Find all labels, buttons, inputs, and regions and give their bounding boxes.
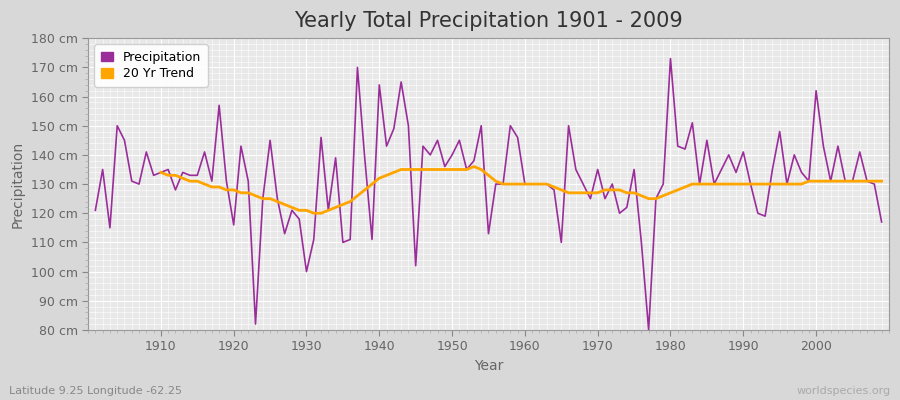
20 Yr Trend	[541, 182, 552, 186]
20 Yr Trend	[832, 179, 843, 184]
Precipitation	[309, 237, 320, 242]
Line: Precipitation: Precipitation	[95, 59, 882, 330]
Precipitation	[644, 328, 654, 332]
Precipitation	[90, 208, 101, 213]
Precipitation	[148, 173, 159, 178]
20 Yr Trend	[156, 170, 166, 175]
Legend: Precipitation, 20 Yr Trend: Precipitation, 20 Yr Trend	[94, 44, 208, 87]
20 Yr Trend	[854, 179, 865, 184]
20 Yr Trend	[469, 164, 480, 169]
Text: Latitude 9.25 Longitude -62.25: Latitude 9.25 Longitude -62.25	[9, 386, 182, 396]
20 Yr Trend	[599, 188, 610, 192]
20 Yr Trend	[330, 205, 341, 210]
Precipitation	[607, 182, 617, 186]
Precipitation	[665, 56, 676, 61]
X-axis label: Year: Year	[473, 359, 503, 373]
20 Yr Trend	[293, 208, 304, 213]
20 Yr Trend	[309, 211, 320, 216]
Text: worldspecies.org: worldspecies.org	[796, 386, 891, 396]
Y-axis label: Precipitation: Precipitation	[11, 140, 25, 228]
Precipitation	[877, 220, 887, 224]
Precipitation	[352, 65, 363, 70]
Line: 20 Yr Trend: 20 Yr Trend	[161, 166, 882, 213]
Precipitation	[519, 182, 530, 186]
Precipitation	[512, 135, 523, 140]
20 Yr Trend	[877, 179, 887, 184]
Title: Yearly Total Precipitation 1901 - 2009: Yearly Total Precipitation 1901 - 2009	[294, 11, 683, 31]
